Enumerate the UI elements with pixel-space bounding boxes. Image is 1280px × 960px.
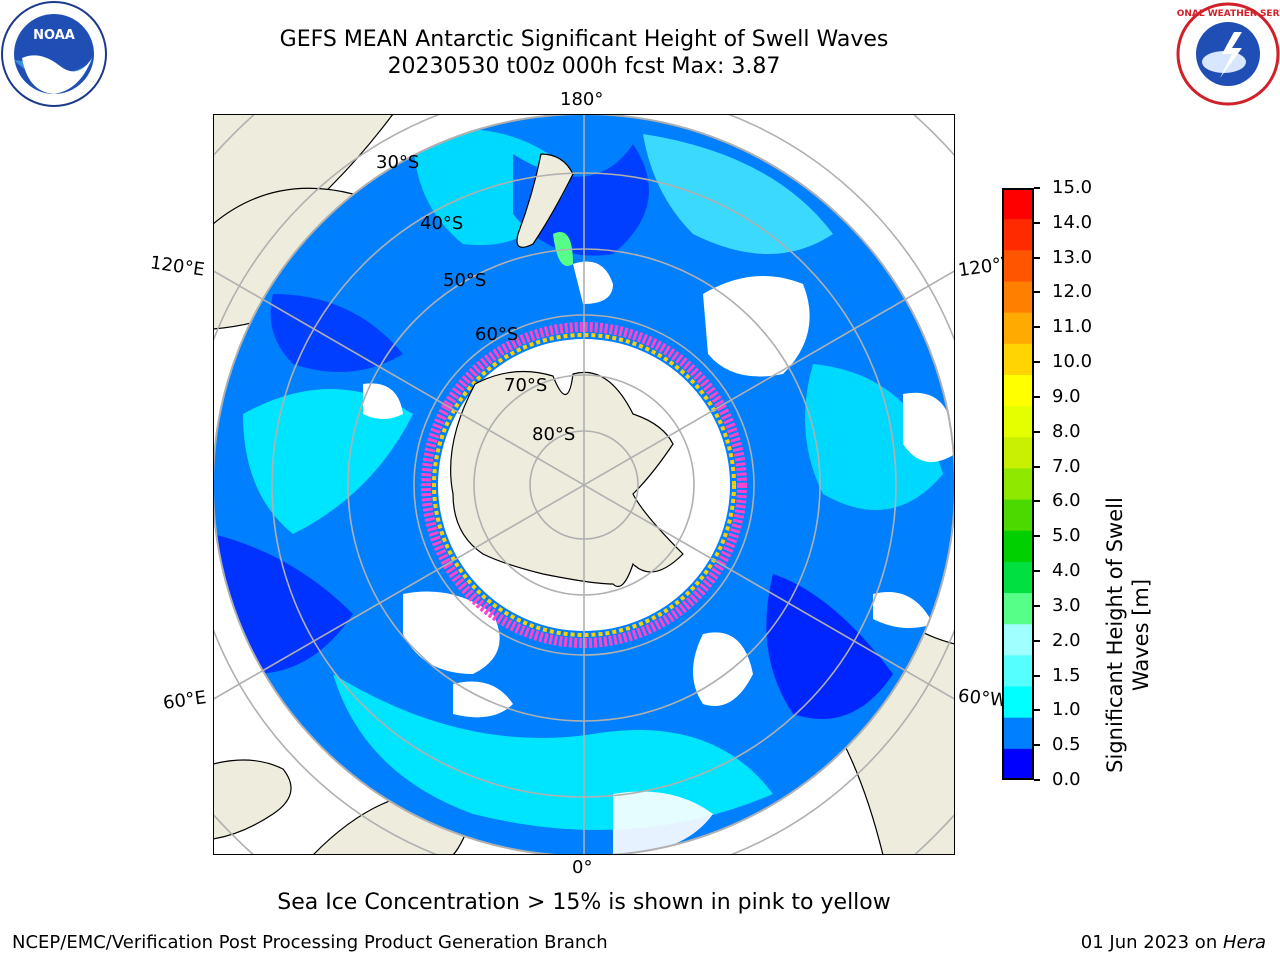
colorbar-tick-label: 11.0 bbox=[1052, 316, 1093, 338]
colorbar-swatch bbox=[1002, 655, 1034, 688]
colorbar-swatch bbox=[1002, 437, 1034, 469]
colorbar-tick-mark bbox=[1034, 779, 1040, 781]
colorbar-tick-label: 0.5 bbox=[1052, 734, 1081, 756]
colorbar-label-line1: Significant Height of Swell bbox=[1103, 497, 1127, 773]
colorbar-tick-label: 3.0 bbox=[1052, 594, 1081, 616]
colorbar-tick-label: 9.0 bbox=[1052, 385, 1081, 407]
colorbar-swatch bbox=[1002, 312, 1034, 345]
chart-subtitle: 20230530 t00z 000h fcst Max: 3.87 bbox=[387, 54, 781, 79]
colorbar-tick-label: 7.0 bbox=[1052, 455, 1081, 477]
colorbar-tick-label: 8.0 bbox=[1052, 420, 1081, 442]
nws-logo: NATIONAL WEATHER SERVICE bbox=[1176, 2, 1280, 106]
land-antarctica bbox=[450, 370, 684, 588]
noaa-logo: NOAA bbox=[1, 1, 107, 107]
colorbar-swatch bbox=[1002, 748, 1034, 780]
lon-label-bottom: 0° bbox=[572, 857, 593, 878]
colorbar-tick-label: 4.0 bbox=[1052, 560, 1081, 582]
footer-date: 01 Jun 2023 on Hera bbox=[1081, 932, 1266, 953]
lat-label-30: 30°S bbox=[376, 152, 420, 173]
sea-ice-note: Sea Ice Concentration > 15% is shown in … bbox=[277, 890, 891, 915]
colorbar-tick-mark bbox=[1034, 570, 1040, 573]
colorbar-swatch bbox=[1002, 219, 1034, 251]
colorbar-tick-mark bbox=[1034, 674, 1040, 677]
colorbar-tick-label: 1.0 bbox=[1052, 699, 1081, 721]
lat-label-50: 50°S bbox=[443, 270, 487, 291]
colorbar-tick-label: 2.0 bbox=[1052, 629, 1081, 651]
colorbar-tick-mark bbox=[1034, 709, 1040, 712]
lon-label-lower-left: 60°E bbox=[161, 687, 208, 714]
colorbar-tick-mark bbox=[1034, 256, 1040, 259]
colorbar-tick-mark bbox=[1034, 744, 1040, 747]
colorbar bbox=[1002, 188, 1034, 780]
colorbar-label-line2: Waves [m] bbox=[1129, 578, 1153, 692]
colorbar-swatch bbox=[1002, 561, 1034, 594]
colorbar-tick-label: 1.5 bbox=[1052, 664, 1081, 686]
lat-label-60: 60°S bbox=[475, 324, 519, 345]
colorbar-swatch bbox=[1002, 593, 1034, 625]
lat-label-80: 80°S bbox=[532, 424, 576, 445]
colorbar-tick-label: 14.0 bbox=[1052, 211, 1093, 233]
colorbar-tick-mark bbox=[1034, 326, 1040, 329]
noaa-logo-text: NOAA bbox=[33, 28, 75, 43]
nws-logo-text: NATIONAL WEATHER SERVICE bbox=[1176, 9, 1280, 19]
colorbar-label: Significant Height of Swell Waves [m] bbox=[1102, 485, 1154, 785]
colorbar-swatch bbox=[1002, 250, 1034, 282]
colorbar-tick-mark bbox=[1034, 535, 1040, 538]
colorbar-swatch bbox=[1002, 717, 1034, 750]
colorbar-tick-mark bbox=[1034, 639, 1040, 642]
colorbar-swatch bbox=[1002, 281, 1034, 314]
colorbar-swatch bbox=[1002, 406, 1034, 438]
footer-date-text: 01 Jun 2023 on bbox=[1080, 932, 1223, 953]
colorbar-swatch bbox=[1002, 624, 1034, 656]
colorbar-tick-label: 5.0 bbox=[1052, 525, 1081, 547]
colorbar-tick-mark bbox=[1034, 361, 1040, 364]
lat-label-40: 40°S bbox=[420, 213, 464, 234]
colorbar-tick-mark bbox=[1034, 604, 1040, 607]
colorbar-swatch bbox=[1002, 530, 1034, 563]
footer-machine: Hera bbox=[1222, 932, 1266, 953]
colorbar-tick-mark bbox=[1034, 465, 1040, 468]
colorbar-tick-label: 15.0 bbox=[1052, 177, 1093, 198]
colorbar-tick-mark bbox=[1034, 395, 1040, 398]
lat-label-70: 70°S bbox=[504, 375, 548, 396]
colorbar-swatch bbox=[1002, 686, 1034, 719]
colorbar-tick-mark bbox=[1034, 221, 1040, 224]
lon-label-lower-right: 60°W bbox=[957, 685, 1009, 712]
colorbar-swatch bbox=[1002, 499, 1034, 532]
colorbar-swatch bbox=[1002, 343, 1034, 376]
chart-title: GEFS MEAN Antarctic Significant Height o… bbox=[279, 27, 889, 52]
colorbar-tick-label: 6.0 bbox=[1052, 490, 1081, 512]
colorbar-swatch bbox=[1002, 468, 1034, 501]
colorbar-tick-label: 0.0 bbox=[1052, 769, 1081, 790]
lon-label-top: 180° bbox=[560, 89, 604, 110]
colorbar-tick-label: 12.0 bbox=[1052, 281, 1093, 303]
colorbar-swatch bbox=[1002, 374, 1034, 407]
colorbar-border bbox=[1002, 188, 1034, 780]
lon-label-left: 120°E bbox=[148, 252, 206, 281]
footer-credit: NCEP/EMC/Verification Post Processing Pr… bbox=[12, 932, 608, 953]
colorbar-tick-mark bbox=[1034, 291, 1040, 294]
colorbar-tick-mark bbox=[1034, 430, 1040, 433]
colorbar-swatch bbox=[1002, 188, 1034, 220]
land-africa bbox=[213, 759, 292, 840]
colorbar-tick-label: 13.0 bbox=[1052, 246, 1093, 268]
land-new-zealand bbox=[516, 153, 574, 248]
polar-map bbox=[213, 114, 955, 855]
colorbar-tick-mark bbox=[1034, 187, 1040, 189]
colorbar-tick-mark bbox=[1034, 500, 1040, 503]
colorbar-tick-label: 10.0 bbox=[1052, 351, 1093, 373]
